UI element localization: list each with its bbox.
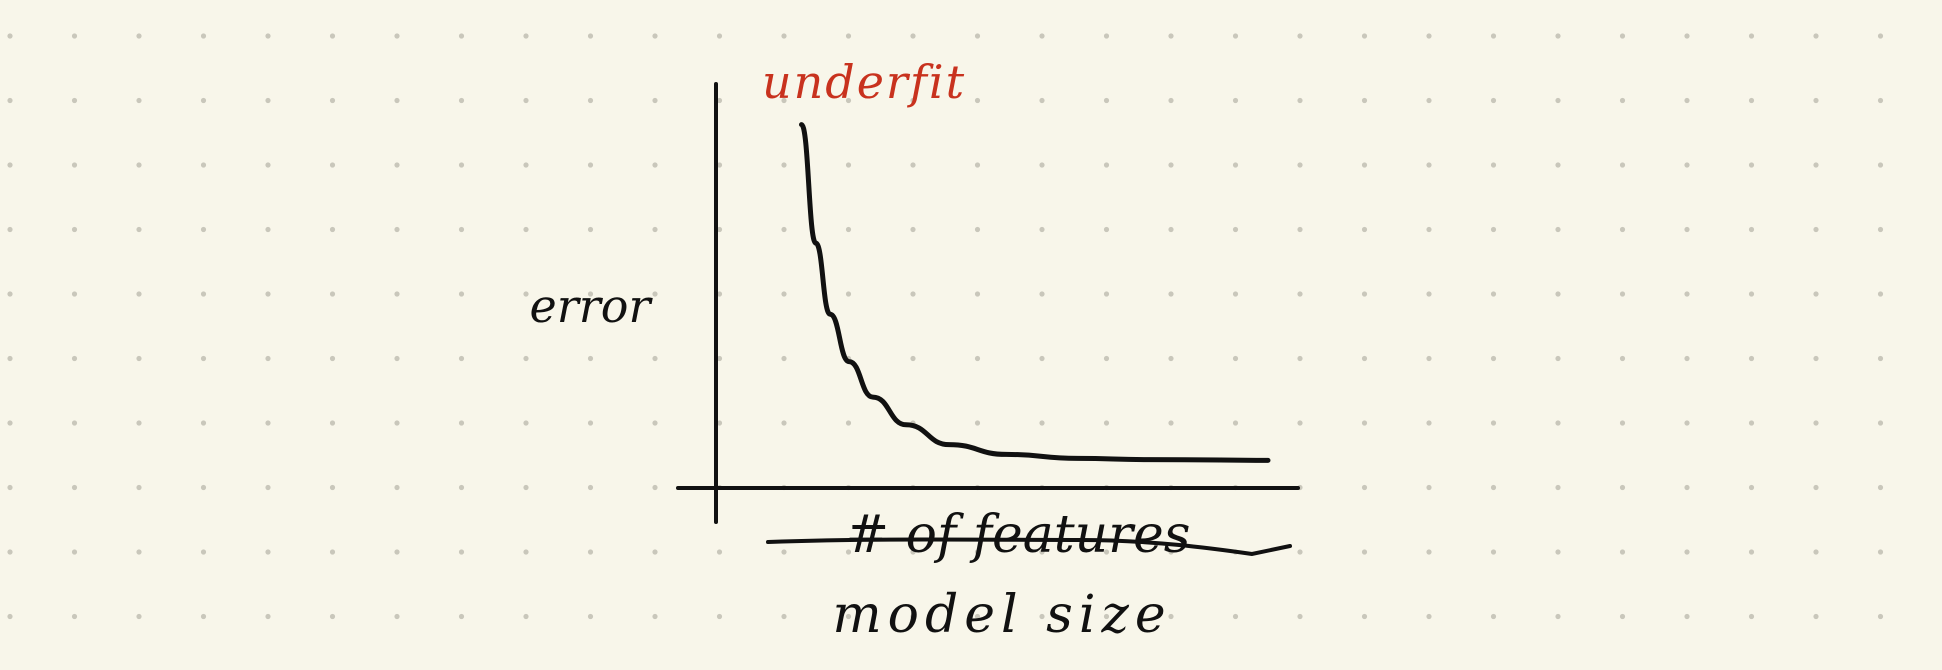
chart: underfit error # of features model size xyxy=(530,55,1300,645)
x-axis-label-struck: # of features xyxy=(846,505,1191,565)
chart-title: underfit xyxy=(762,55,966,109)
error-curve xyxy=(799,122,1271,463)
strikethrough-line xyxy=(766,537,1292,557)
y-axis-label: error xyxy=(530,279,654,333)
dot-grid xyxy=(7,33,1884,620)
x-axis-label: model size xyxy=(832,585,1171,645)
